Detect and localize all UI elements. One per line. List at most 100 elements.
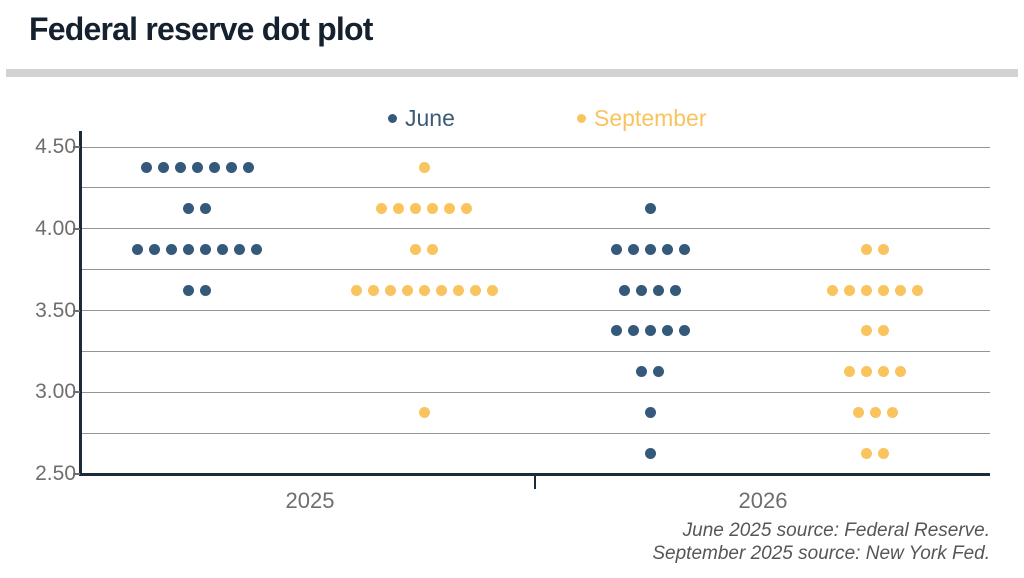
dot-june-2026 (636, 284, 647, 296)
dot-june-2025 (200, 243, 211, 255)
dot-june-2025 (183, 284, 194, 296)
dot-june-2025 (217, 243, 228, 255)
dot-june-2025 (183, 202, 194, 214)
y-axis-line (79, 131, 82, 476)
dot-september-2026 (861, 448, 872, 460)
dot-june-2025 (149, 243, 160, 255)
legend-item-september: September (577, 103, 707, 133)
gridline (81, 187, 990, 189)
dot-september-2026 (886, 407, 898, 419)
dot-september-2025 (410, 202, 421, 214)
x-axis-label-2026: 2026 (738, 488, 788, 513)
dot-june-2025 (174, 161, 186, 173)
dot-june-2026 (610, 325, 622, 337)
legend: June September (0, 103, 1024, 133)
dot-september-2026 (861, 243, 872, 255)
dot-september-2025 (427, 243, 438, 255)
y-tick-mark (73, 473, 80, 475)
dot-september-2026 (895, 366, 906, 378)
dot-september-2025 (435, 284, 447, 296)
dot-september-2025 (376, 202, 387, 214)
dot-september-2026 (895, 284, 906, 296)
dot-june-2026 (644, 202, 656, 214)
dot-june-2025 (191, 161, 203, 173)
dot-september-2026 (878, 448, 889, 460)
dot-june-2026 (678, 243, 690, 255)
dot-june-2025 (140, 161, 152, 173)
page-title: Federal reserve dot plot (29, 11, 373, 47)
dot-june-2026 (644, 325, 656, 337)
dot-june-2025 (251, 243, 262, 255)
dot-june-2025 (132, 243, 143, 255)
dot-september-2025 (393, 202, 404, 214)
gridline (81, 146, 990, 148)
gridline (81, 350, 990, 352)
dot-june-2025 (225, 161, 237, 173)
dot-june-2025 (183, 243, 194, 255)
dot-june-2026 (653, 366, 664, 378)
y-tick-mark (73, 227, 80, 230)
gridline (81, 310, 990, 311)
september-dot-icon (577, 113, 586, 123)
dot-september-2026 (878, 366, 889, 378)
dot-september-2025 (418, 284, 430, 296)
y-tick-mark (73, 309, 80, 312)
y-axis-tick-label: 4.00 (35, 216, 76, 240)
divider-bar (6, 69, 1018, 77)
dot-june-2026 (627, 243, 639, 255)
dot-june-2025 (208, 161, 220, 173)
dot-june-2026 (619, 284, 630, 296)
dot-september-2025 (427, 202, 438, 214)
y-tick-mark (73, 146, 80, 148)
dot-september-2025 (452, 284, 464, 296)
gridline (81, 269, 990, 271)
dot-september-2025 (384, 284, 396, 296)
dot-september-2025 (486, 284, 498, 296)
dot-june-2025 (166, 243, 177, 255)
source-line-1: June 2025 source: Federal Reserve. (682, 520, 990, 541)
dot-september-2026 (861, 284, 872, 296)
dot-september-2026 (861, 366, 872, 378)
dot-september-2026 (878, 284, 889, 296)
dot-june-2025 (200, 202, 211, 214)
source-line-2: September 2025 source: New York Fed. (652, 543, 990, 564)
y-axis-tick-label: 3.50 (35, 298, 76, 322)
dot-june-2025 (234, 243, 245, 255)
dot-september-2025 (410, 243, 421, 255)
y-axis-tick-label: 4.50 (35, 135, 76, 158)
legend-item-june: June (388, 103, 455, 133)
gridline (81, 391, 990, 393)
dot-september-2025 (461, 202, 472, 214)
dot-september-2026 (852, 407, 864, 419)
dot-september-2026 (844, 366, 855, 378)
x-axis-tick (534, 474, 536, 489)
dot-june-2026 (661, 243, 673, 255)
y-axis-tick-label: 2.50 (35, 462, 76, 485)
source-note: June 2025 source: Federal Reserve. Septe… (652, 519, 990, 565)
dot-june-2026 (661, 325, 673, 337)
dot-june-2026 (644, 243, 656, 255)
dot-september-2026 (827, 284, 838, 296)
dot-september-2026 (878, 243, 889, 255)
gridline (81, 432, 990, 434)
dot-september-2025 (469, 284, 481, 296)
dot-june-2026 (644, 448, 656, 460)
june-dot-icon (388, 113, 397, 123)
dot-june-2026 (636, 366, 647, 378)
dot-september-2025 (367, 284, 379, 296)
dot-june-2025 (200, 284, 211, 296)
dot-june-2026 (670, 284, 681, 296)
dot-september-2025 (350, 284, 362, 296)
dot-september-2026 (869, 407, 881, 419)
legend-label-june: June (405, 105, 455, 131)
dot-june-2026 (610, 243, 622, 255)
dot-june-2026 (644, 407, 656, 419)
dot-september-2025 (401, 284, 413, 296)
dot-september-2026 (861, 325, 872, 337)
legend-label-september: September (594, 105, 707, 131)
dot-september-2025 (444, 202, 455, 214)
dot-september-2026 (878, 325, 889, 337)
dot-june-2025 (242, 161, 254, 173)
dot-september-2026 (912, 284, 923, 296)
